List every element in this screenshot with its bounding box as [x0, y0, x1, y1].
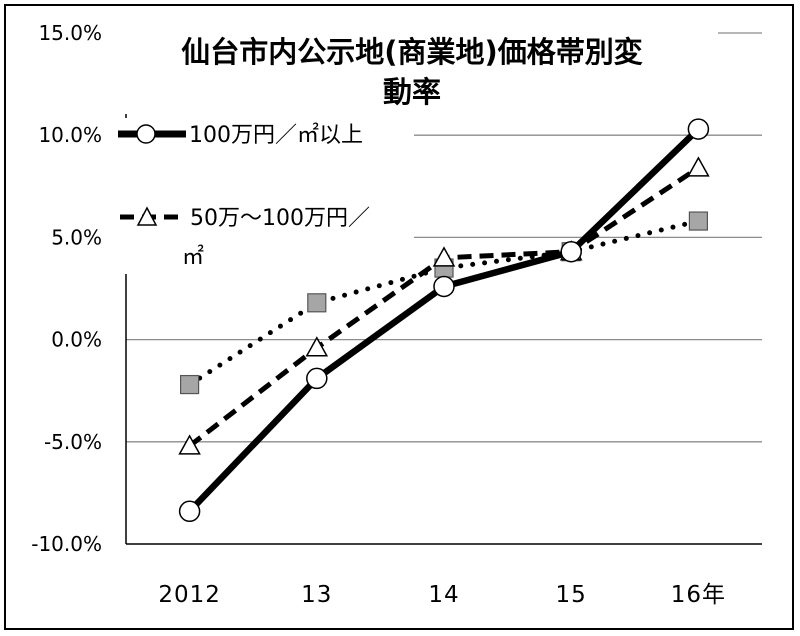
legend-marker-triangle [136, 206, 158, 226]
x-tick-label: 14 [428, 582, 459, 608]
data-point-triangle [687, 156, 710, 177]
data-point-circle [433, 275, 455, 298]
legend-entry-1: 100万円／㎡以上 [118, 122, 363, 148]
chart-frame: 15.0% 10.0% 5.0% 0.0% -5.0% -10.0% 2012 13 14 15… [4, 4, 794, 630]
y-axis: 15.0% 10.0% 5.0% 0.0% -5.0% -10.0% [31, 21, 127, 556]
data-point-circle [687, 118, 710, 140]
title-background [106, 24, 718, 114]
line-chart: 15.0% 10.0% 5.0% 0.0% -5.0% -10.0% 2012 13 14 15… [31, 21, 762, 608]
series-line-dotted [187, 218, 701, 388]
legend: 100万円／㎡以上 50万～100万円／ ㎡ [118, 118, 414, 274]
x-tick-label: 15 [556, 582, 587, 608]
y-tick-label: 15.0% [38, 21, 102, 45]
chart-title-line-1: 仙台市内公示地(商業地)価格帯別変 [181, 35, 643, 69]
series-layer [178, 118, 710, 523]
data-point-square [307, 293, 327, 313]
x-axis: 2012 13 14 15 16年 [126, 543, 762, 608]
legend-label-1: 100万円／㎡以上 [189, 122, 363, 148]
data-point-square [180, 374, 200, 395]
y-tick-label: 0.0% [51, 328, 102, 352]
data-point-circle [306, 367, 328, 390]
data-point-circle [560, 240, 582, 263]
y-tick-label: 10.0% [38, 123, 102, 147]
data-point-circle [178, 500, 201, 523]
x-tick-label: 16年 [671, 582, 726, 608]
legend-marker-circle [136, 124, 156, 144]
legend-label-2-line-2: ㎡ [182, 244, 204, 270]
legend-label-2-line-1: 50万～100万円／ [190, 206, 370, 231]
y-tick-label: 5.0% [51, 225, 102, 249]
data-point-square [688, 211, 709, 231]
chart-title-line-2: 動率 [383, 75, 441, 109]
data-point-triangle [305, 336, 329, 357]
data-point-triangle [178, 434, 201, 455]
legend-entry-2: 50万～100万円／ ㎡ [120, 206, 370, 270]
x-tick-label: 2012 [158, 582, 221, 608]
x-tick-label: 13 [301, 582, 332, 608]
y-tick-label: -5.0% [44, 430, 102, 454]
data-point-triangle [432, 246, 456, 267]
legend-background [118, 118, 414, 274]
y-tick-label: -10.0% [31, 532, 102, 556]
